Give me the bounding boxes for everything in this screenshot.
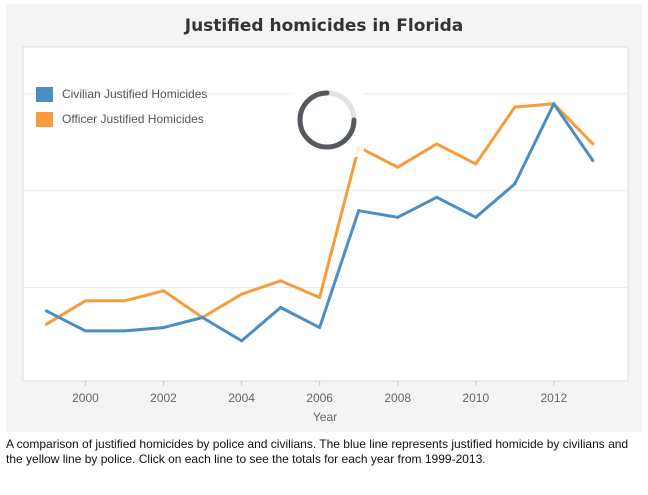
x-tick-label-2006: 2006: [306, 391, 333, 405]
data-point-civilian-2011[interactable]: [513, 182, 517, 186]
legend-item-civilian[interactable]: Civilian Justified Homicides: [36, 86, 207, 102]
data-point-civilian-2000[interactable]: [83, 329, 87, 333]
data-point-civilian-2002[interactable]: [162, 326, 166, 330]
chart-title: Justified homicides in Florida: [184, 16, 464, 36]
data-point-civilian-2005[interactable]: [279, 306, 283, 310]
legend-swatch-civilian: [36, 86, 53, 102]
data-point-civilian-2004[interactable]: [240, 339, 244, 343]
data-point-officer-2013[interactable]: [591, 142, 595, 146]
x-axis-label: Year: [313, 410, 337, 424]
data-point-civilian-2013[interactable]: [591, 159, 595, 163]
data-point-civilian-2006[interactable]: [318, 326, 322, 330]
data-point-officer-2008[interactable]: [396, 165, 400, 169]
x-tick-label-2004: 2004: [228, 391, 255, 405]
data-point-civilian-1999[interactable]: [44, 309, 48, 313]
data-point-civilian-2009[interactable]: [435, 195, 439, 199]
data-point-officer-2000[interactable]: [83, 299, 87, 303]
data-point-officer-2004[interactable]: [240, 292, 244, 296]
data-point-officer-2011[interactable]: [513, 105, 517, 109]
spinner-icon: [297, 90, 357, 150]
data-point-officer-2006[interactable]: [318, 296, 322, 299]
chart-caption: A comparison of justified homicides by p…: [6, 437, 629, 466]
data-point-officer-2005[interactable]: [279, 279, 283, 283]
legend-label-officer: Officer Justified Homicides: [62, 112, 204, 126]
x-tick-label-2000: 2000: [72, 391, 99, 405]
data-point-civilian-2010[interactable]: [474, 215, 478, 219]
x-tick-label-2008: 2008: [384, 391, 411, 405]
line-chart: 2000 2002 2004 2006 2008 2010 2012 Year: [22, 46, 629, 424]
data-point-officer-2009[interactable]: [435, 142, 439, 146]
data-point-officer-2001[interactable]: [122, 299, 126, 303]
loading-spinner: [290, 83, 364, 157]
data-point-civilian-2001[interactable]: [122, 329, 126, 333]
legend-swatch-officer: [36, 111, 53, 127]
data-point-officer-2010[interactable]: [474, 162, 478, 166]
x-tick-label-2010: 2010: [462, 391, 489, 405]
data-point-officer-1999[interactable]: [44, 322, 48, 326]
x-tick-label-2002: 2002: [150, 391, 177, 405]
data-point-officer-2002[interactable]: [162, 289, 166, 293]
legend-label-civilian: Civilian Justified Homicides: [62, 87, 208, 101]
data-point-civilian-2003[interactable]: [201, 316, 205, 320]
legend: Civilian Justified Homicides Officer Jus…: [36, 86, 207, 136]
data-point-civilian-2007[interactable]: [357, 209, 361, 213]
data-point-civilian-2008[interactable]: [396, 215, 400, 219]
x-tick-label-2012: 2012: [540, 391, 567, 405]
data-point-civilian-2012[interactable]: [552, 102, 556, 106]
legend-item-officer[interactable]: Officer Justified Homicides: [36, 111, 207, 127]
